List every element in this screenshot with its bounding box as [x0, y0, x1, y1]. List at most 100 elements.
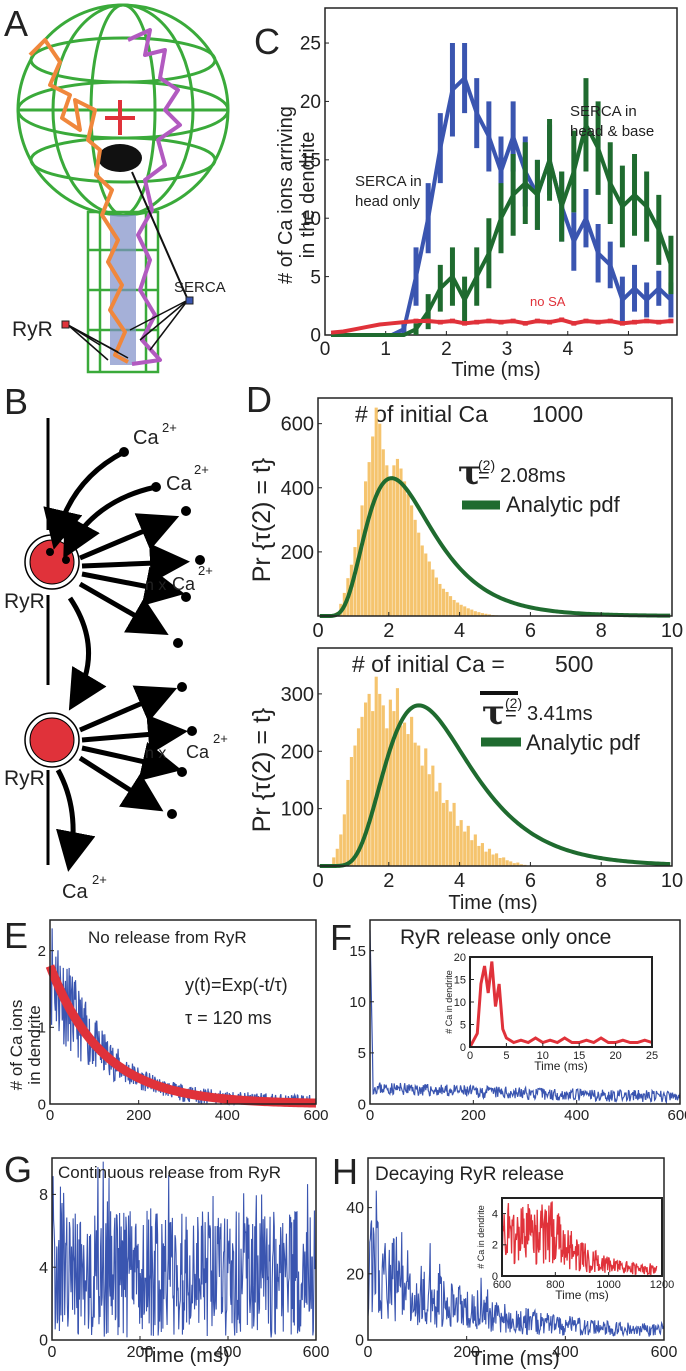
histogram-bar	[417, 532, 421, 616]
x-tick-label: 0	[312, 620, 323, 642]
y-tick-label: 20	[454, 952, 466, 964]
histogram-bar	[424, 553, 428, 616]
ryr-label-a: RyR	[12, 318, 53, 341]
x-tick-label: 20	[609, 1050, 621, 1062]
histogram-bar	[512, 863, 516, 866]
y-tick-label: 100	[281, 799, 314, 821]
histogram-bar	[427, 561, 431, 616]
ryr-fan	[67, 299, 189, 361]
x-tick-label: 400	[564, 1107, 589, 1124]
b-ca-sup-bottom: 2+	[92, 872, 107, 887]
purple-ion-trace	[127, 28, 182, 366]
b-ca-label-bottom: Ca	[62, 881, 88, 903]
b-n-ca-2: Ca	[186, 742, 210, 762]
histogram-bar	[364, 702, 368, 866]
c-label-head-base-1: SERCA in	[570, 103, 637, 120]
ion-dots	[119, 447, 205, 819]
d2-plot-area: 0 2 4 6 8 10 100 200 300	[281, 647, 683, 892]
x-tick-label: 4	[562, 339, 573, 360]
spine-apparatus	[110, 215, 136, 365]
x-tick-label: 400	[552, 1344, 579, 1361]
f-plot-area: 0200400600051015051015202505101520# Ca i…	[349, 919, 686, 1124]
panel-e: E # of Ca ions in dendrite 0 200 400 600 0 1 2…	[4, 915, 329, 1124]
histogram-bar	[413, 742, 417, 866]
y-tick-label: 300	[281, 684, 314, 706]
e-title: No release from RyR	[88, 928, 247, 947]
x-tick-label: 1000	[596, 1279, 620, 1291]
ion-dot	[62, 556, 70, 564]
x-tick-label: 200	[126, 1107, 151, 1124]
plot-frame	[367, 1157, 665, 1341]
y-tick-label: 20	[300, 92, 321, 113]
d2-tau-sup: (2)	[505, 695, 522, 711]
y-tick-label: 4	[492, 1208, 498, 1220]
histogram-bar	[519, 864, 523, 866]
d2-title-value: 500	[555, 651, 593, 677]
y-tick-label: 4	[39, 1260, 48, 1277]
y-tick-label: 10	[454, 997, 466, 1009]
y-tick-label: 5	[460, 1019, 466, 1031]
y-tick-label: 2	[38, 943, 46, 960]
histogram-bar	[487, 848, 492, 866]
x-tick-label: 5	[623, 339, 634, 360]
histogram-bar	[466, 825, 470, 866]
histogram-bar	[392, 465, 396, 616]
histogram-bar	[477, 845, 481, 866]
b-ca-sup-1: 2+	[162, 420, 177, 435]
histogram-bar	[335, 848, 339, 866]
serca-marker	[185, 296, 194, 305]
histogram-bar	[470, 609, 474, 616]
histogram-bar	[381, 705, 385, 866]
x-tick-label: 10	[537, 1050, 549, 1062]
histogram-bar	[395, 688, 400, 866]
b-n-label-2: n x	[145, 745, 166, 762]
b-ca-label-1: Ca	[133, 427, 159, 449]
y-tick-label: 0	[492, 1271, 498, 1283]
histogram-bar	[364, 481, 368, 616]
serca-pointer	[131, 171, 189, 301]
histogram-bar	[374, 407, 378, 616]
y-tick-label: 600	[281, 414, 314, 436]
histogram-bar	[452, 599, 456, 616]
x-tick-label: 8	[596, 620, 607, 642]
histogram-bar	[388, 699, 392, 866]
d1-tau-eq: =	[478, 465, 490, 487]
histogram-bar	[456, 825, 460, 866]
d1-plot-area: 0 2 4 6 8 10 200 400 600	[281, 397, 683, 642]
histogram-bar	[487, 614, 492, 616]
x-tick-label: 25	[646, 1050, 658, 1062]
serca-label-a: SERCA	[174, 279, 226, 296]
y-tick-label: 15	[349, 943, 366, 960]
histogram-bar	[452, 802, 456, 866]
x-tick-label: 15	[573, 1050, 585, 1062]
x-tick-label: 600	[303, 1344, 330, 1361]
histogram-bar	[463, 606, 467, 616]
histogram-bar	[459, 820, 463, 866]
panel-d: D # of initial Ca 1000 # of initial Ca =…	[246, 379, 683, 914]
histogram-bar	[388, 478, 392, 616]
h-xlabel: Time (ms)	[470, 1348, 559, 1370]
histogram-bar	[417, 745, 421, 866]
histogram-bar	[473, 834, 477, 866]
panel-f: F 0200400600051015051015202505101520# Ca…	[330, 917, 686, 1124]
histogram-bar	[371, 711, 375, 866]
histogram-bar	[466, 608, 470, 616]
x-tick-label: 400	[215, 1107, 240, 1124]
histogram-bar	[385, 728, 389, 866]
histogram-bar	[420, 545, 424, 616]
histogram-bar	[480, 613, 484, 616]
b-n-sup-2: 2+	[213, 731, 228, 746]
g-plot-area: 0 200 400 600 0 4 8	[39, 1157, 330, 1361]
analytic-pdf-curve	[319, 476, 671, 618]
x-tick-label: 200	[453, 1344, 480, 1361]
y-tick-label: 40	[346, 1200, 364, 1217]
d2-title-prefix: # of initial Ca =	[352, 651, 505, 677]
b-n-sup-1: 2+	[198, 563, 213, 578]
g-xlabel: Time (ms)	[140, 1345, 229, 1367]
histogram-bar	[427, 774, 431, 866]
x-tick-label: 200	[127, 1344, 154, 1361]
plot-frame	[369, 919, 681, 1105]
histogram-bar	[484, 613, 488, 616]
spine-head-sphere	[16, 3, 230, 217]
